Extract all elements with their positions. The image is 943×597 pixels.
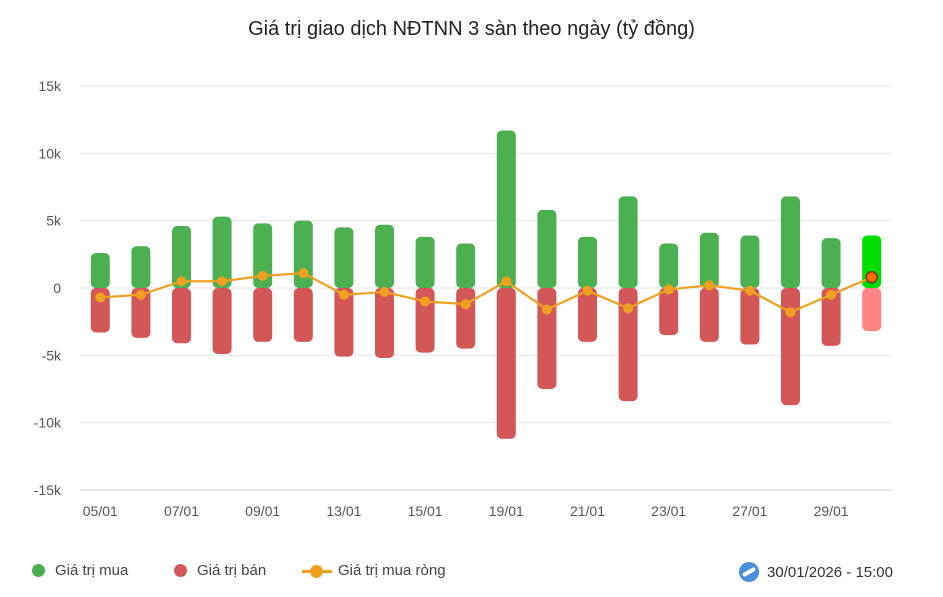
sell-bar <box>618 288 638 402</box>
x-tick-label: 09/01 <box>245 503 280 519</box>
sell-bar <box>699 288 719 342</box>
sell-bar <box>496 288 516 439</box>
x-tick-label: 19/01 <box>489 503 524 519</box>
net-point <box>176 276 187 287</box>
net-point <box>623 303 634 314</box>
y-tick-label: 0 <box>53 280 61 296</box>
sell-bar <box>740 288 760 345</box>
timestamp: 30/01/2026 - 15:00 <box>739 562 893 582</box>
net-point <box>865 270 878 284</box>
legend-sell[interactable]: Giá trị bán <box>174 562 266 579</box>
x-tick-label: 05/01 <box>83 503 118 519</box>
net-point <box>338 289 349 300</box>
buy-bar <box>537 209 557 288</box>
buy-bar <box>415 236 435 288</box>
net-point <box>217 276 228 287</box>
bars <box>90 130 882 439</box>
net-point <box>135 289 146 300</box>
sell-bar <box>172 288 191 344</box>
y-axis-ticks: 15k 10k 5k 0 -5k -10k -15k <box>34 78 62 498</box>
legend-net[interactable]: Giá trị mua ròng <box>302 562 446 579</box>
net-point <box>379 287 390 298</box>
sell-bar <box>415 288 435 353</box>
net-point <box>541 304 552 315</box>
buy-bar <box>172 226 191 288</box>
x-tick-label: 23/01 <box>651 503 686 519</box>
net-point <box>420 296 431 307</box>
sell-bar <box>659 288 679 336</box>
sell-bar <box>90 288 110 333</box>
legend-net-label: Giá trị mua ròng <box>338 562 446 579</box>
sell-bar <box>578 288 597 342</box>
sell-bar <box>821 288 841 346</box>
x-tick-label: 07/01 <box>164 503 199 519</box>
net-point <box>704 280 715 291</box>
legend-net-marker <box>302 564 332 578</box>
sell-bar <box>781 288 800 406</box>
legend-buy-marker <box>32 564 45 577</box>
sell-bar <box>456 288 476 349</box>
y-tick-label: 15k <box>38 78 62 94</box>
legend-buy[interactable]: Giá trị mua <box>32 562 128 579</box>
x-tick-label: 13/01 <box>326 503 361 519</box>
y-tick-label: -5k <box>42 347 62 363</box>
buy-bar <box>618 196 638 288</box>
sell-bar <box>375 288 394 359</box>
net-point <box>501 276 512 287</box>
x-tick-label: 21/01 <box>570 503 605 519</box>
sell-bar <box>334 288 354 357</box>
buy-bar <box>740 235 760 288</box>
net-point <box>826 289 837 300</box>
net-line-path <box>100 272 873 314</box>
x-tick-label: 15/01 <box>408 503 443 519</box>
net-point <box>95 292 106 303</box>
sell-bar <box>537 288 557 389</box>
buy-bar <box>781 196 800 288</box>
net-point <box>298 268 309 279</box>
timestamp-text: 30/01/2026 - 15:00 <box>767 563 893 581</box>
buy-bar <box>578 236 597 288</box>
net-point <box>785 307 796 318</box>
x-tick-label: 29/01 <box>814 503 849 519</box>
buy-bar <box>293 220 313 288</box>
sell-bar <box>862 288 882 332</box>
sell-bar <box>212 288 232 354</box>
net-point <box>582 285 593 296</box>
sell-bar <box>293 288 313 342</box>
legend-buy-label: Giá trị mua <box>55 562 129 579</box>
y-tick-label: 5k <box>46 213 62 229</box>
buy-bar <box>496 130 516 288</box>
logo-icon <box>739 562 760 582</box>
buy-bar <box>212 216 232 288</box>
net-line <box>95 268 878 318</box>
sell-bar <box>131 288 151 338</box>
legend-sell-label: Giá trị bán <box>197 562 267 579</box>
legend-sell-marker <box>174 564 187 577</box>
grid-lines <box>80 85 892 491</box>
net-point <box>257 270 268 281</box>
y-tick-label: -10k <box>34 415 62 431</box>
x-axis-ticks: 05/01 07/01 09/01 13/01 15/01 19/01 21/01 23/01… <box>83 503 849 519</box>
y-tick-label: -15k <box>34 482 62 498</box>
sell-bar <box>253 288 273 342</box>
net-point <box>460 299 471 310</box>
buy-bar <box>253 223 273 288</box>
buy-bar <box>821 238 841 288</box>
x-tick-label: 27/01 <box>732 503 767 519</box>
buy-bar <box>90 252 110 288</box>
net-point <box>744 285 755 296</box>
buy-bar <box>334 227 354 288</box>
net-point <box>663 284 674 295</box>
buy-bar <box>456 243 476 288</box>
buy-bar <box>375 224 394 288</box>
chart-title: Giá trị giao dịch NĐTNN 3 sàn theo ngày … <box>248 18 695 40</box>
buy-bar <box>659 243 679 288</box>
buy-bar <box>131 246 151 288</box>
buy-bar <box>699 232 719 288</box>
y-tick-label: 10k <box>38 145 62 161</box>
